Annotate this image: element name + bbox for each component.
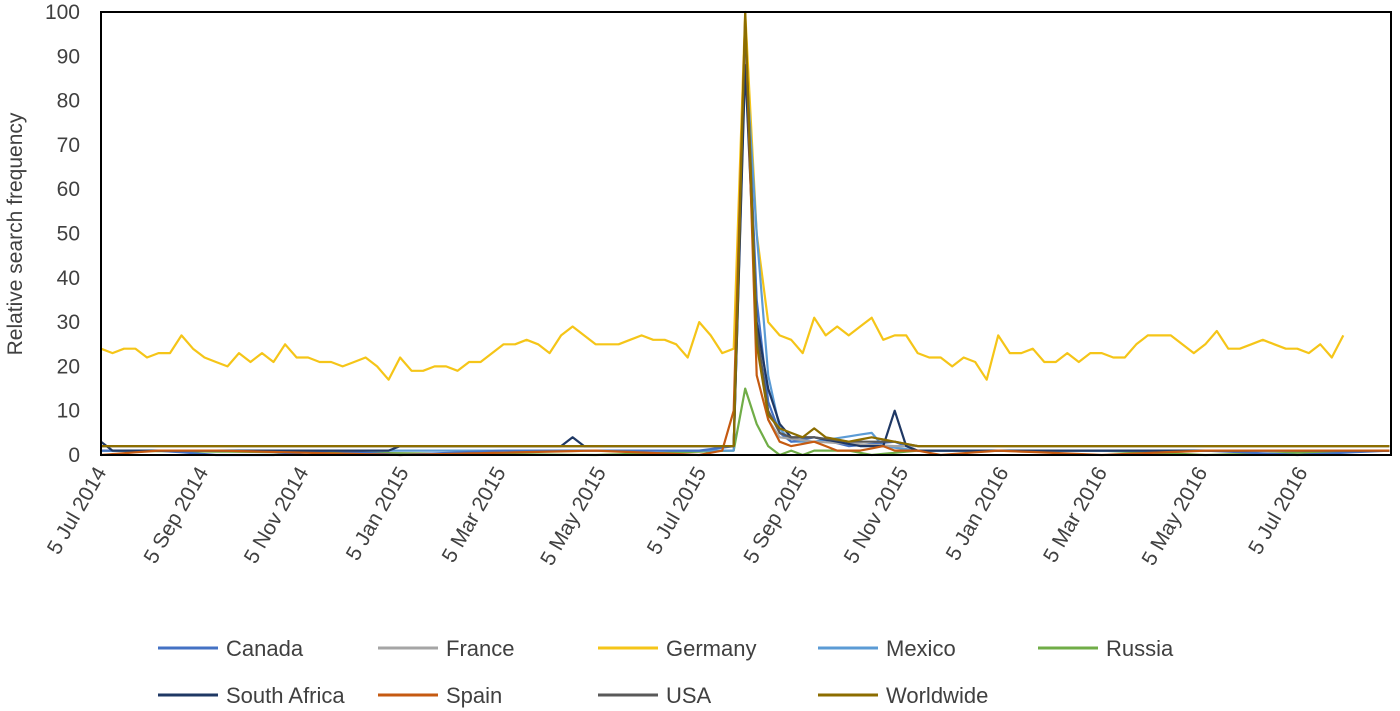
y-tick-label: 50 [57, 223, 80, 246]
legend-label: Spain [446, 683, 502, 708]
legend-item-spain: Spain [378, 683, 502, 708]
y-tick-label: 90 [57, 45, 80, 68]
x-tick-label: 5 Jul 2016 [1244, 463, 1312, 558]
y-axis-title: Relative search frequency [4, 112, 27, 355]
legend-label: Russia [1106, 636, 1174, 661]
legend-label: USA [666, 683, 712, 708]
y-tick-label: 80 [57, 90, 80, 113]
x-tick-label: 5 Nov 2015 [840, 463, 914, 568]
y-tick-label: 70 [57, 134, 80, 157]
legend-label: Mexico [886, 636, 956, 661]
x-tick-label: 5 May 2015 [536, 463, 611, 570]
y-tick-label: 10 [57, 400, 80, 423]
legend-item-canada: Canada [158, 636, 304, 661]
series-lines [100, 10, 1390, 457]
legend: Canada France Germany Mexico Russia South Afr… [158, 636, 1174, 708]
legend-item-south-africa: South Africa [158, 683, 345, 708]
x-tick-label: 5 Sep 2014 [140, 463, 214, 568]
legend-item-mexico: Mexico [818, 636, 956, 661]
legend-item-germany: Germany [598, 636, 756, 661]
y-tick-label: 100 [45, 1, 80, 24]
y-tick-label: 0 [68, 444, 80, 467]
x-tick-label: 5 Mar 2016 [1039, 463, 1112, 567]
x-tick-label: 5 Sep 2015 [739, 463, 813, 568]
plot-frame [100, 11, 1392, 456]
plot-border [100, 11, 1392, 456]
x-tick-label: 5 Jul 2015 [643, 463, 711, 558]
x-tick-label: 5 Jan 2016 [942, 463, 1014, 565]
x-tick-label: 5 Jan 2015 [342, 463, 414, 565]
x-tick-label: 5 Mar 2015 [438, 463, 511, 567]
series-line-germany [100, 10, 1345, 381]
y-tick-label: 40 [57, 267, 80, 290]
x-tick-label: 5 Jul 2014 [43, 463, 112, 559]
legend-item-worldwide: Worldwide [818, 683, 988, 708]
legend-label: Germany [666, 636, 756, 661]
series-line-south-africa [100, 64, 1390, 452]
legend-label: Worldwide [886, 683, 988, 708]
x-tick-label: 5 May 2016 [1138, 463, 1213, 570]
legend-item-russia: Russia [1038, 636, 1174, 661]
legend-item-france: France [378, 636, 514, 661]
y-tick-label: 30 [57, 311, 80, 334]
legend-label: South Africa [226, 683, 345, 708]
legend-item-usa: USA [598, 683, 712, 708]
y-tick-label: 60 [57, 178, 80, 201]
y-axis: 0 10 20 30 40 50 60 70 80 90 100 [45, 1, 80, 467]
x-tick-label: 5 Nov 2014 [240, 463, 314, 568]
x-axis: 5 Jul 2014 5 Sep 2014 5 Nov 2014 5 Jan 2015… [43, 463, 1313, 570]
legend-label: France [446, 636, 514, 661]
y-tick-label: 20 [57, 355, 80, 378]
legend-label: Canada [226, 636, 304, 661]
